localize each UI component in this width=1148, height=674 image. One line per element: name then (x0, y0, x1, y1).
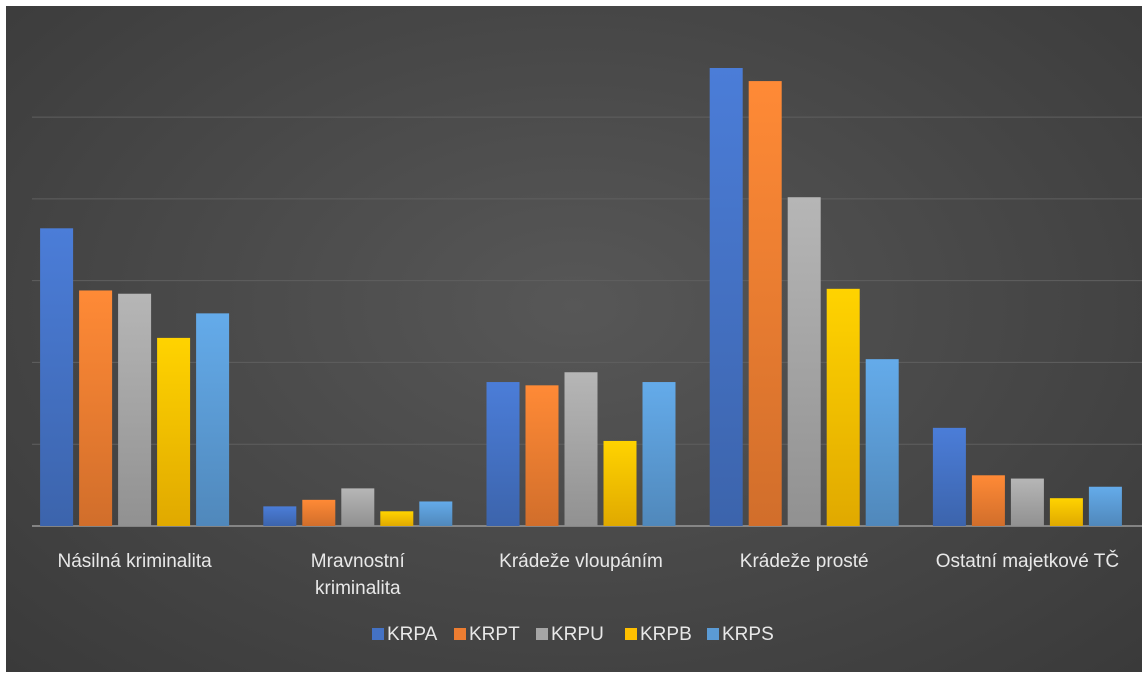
legend-label-krpt: KRPT (469, 624, 520, 645)
legend-label-krpa: KRPA (387, 624, 438, 645)
legend-swatch-krpu (536, 628, 548, 640)
bar-krpt (302, 499, 336, 526)
bar-krps (419, 501, 453, 526)
bar-krpu (1010, 478, 1044, 526)
category-label: Krádeže prosté (740, 551, 869, 572)
bar-krps (865, 359, 899, 526)
bar-krpa (709, 68, 743, 526)
bar-krpu (787, 197, 821, 526)
legend-label-krps: KRPS (722, 624, 774, 645)
bar-krpa (263, 506, 297, 526)
category-label: Krádeže vloupáním (499, 551, 663, 572)
bar-krpa (40, 228, 74, 527)
category-labels: Násilná kriminalita Mravnostní kriminalita… (58, 550, 1120, 599)
category-label: kriminalita (315, 578, 401, 599)
bar-krpu (118, 293, 152, 526)
legend-swatch-krpb (625, 628, 637, 640)
bar-krpu (341, 488, 375, 526)
category-label: Ostatní majetkové TČ (936, 550, 1119, 572)
chart-area: Násilná kriminalita Mravnostní kriminalita… (6, 6, 1142, 672)
bar-krps (642, 382, 676, 526)
bar-krpb (380, 511, 414, 526)
legend-label-krpu: KRPU (551, 624, 604, 645)
legend: KRPA KRPT KRPU KRPB KRPS (372, 624, 774, 645)
bar-krpu (564, 372, 598, 526)
legend-swatch-krps (707, 628, 719, 640)
bar-krpb (1049, 498, 1083, 526)
bars (40, 68, 1122, 527)
category-label: Násilná kriminalita (58, 551, 213, 572)
bar-krpa (932, 427, 966, 526)
bar-krpb (157, 337, 191, 526)
category-label: Mravnostní (311, 551, 406, 572)
bar-krpb (603, 440, 637, 526)
bar-krps (196, 313, 230, 526)
bar-chart: Násilná kriminalita Mravnostní kriminalita… (32, 68, 1142, 645)
bar-krpt (748, 81, 782, 526)
legend-swatch-krpt (454, 628, 466, 640)
bar-krpt (79, 290, 113, 526)
bar-krpt (525, 385, 559, 526)
bar-krpt (971, 475, 1005, 526)
bar-krpa (486, 382, 520, 526)
legend-label-krpb: KRPB (640, 624, 692, 645)
bar-krps (1088, 486, 1122, 526)
bar-krpb (826, 288, 860, 526)
legend-swatch-krpa (372, 628, 384, 640)
